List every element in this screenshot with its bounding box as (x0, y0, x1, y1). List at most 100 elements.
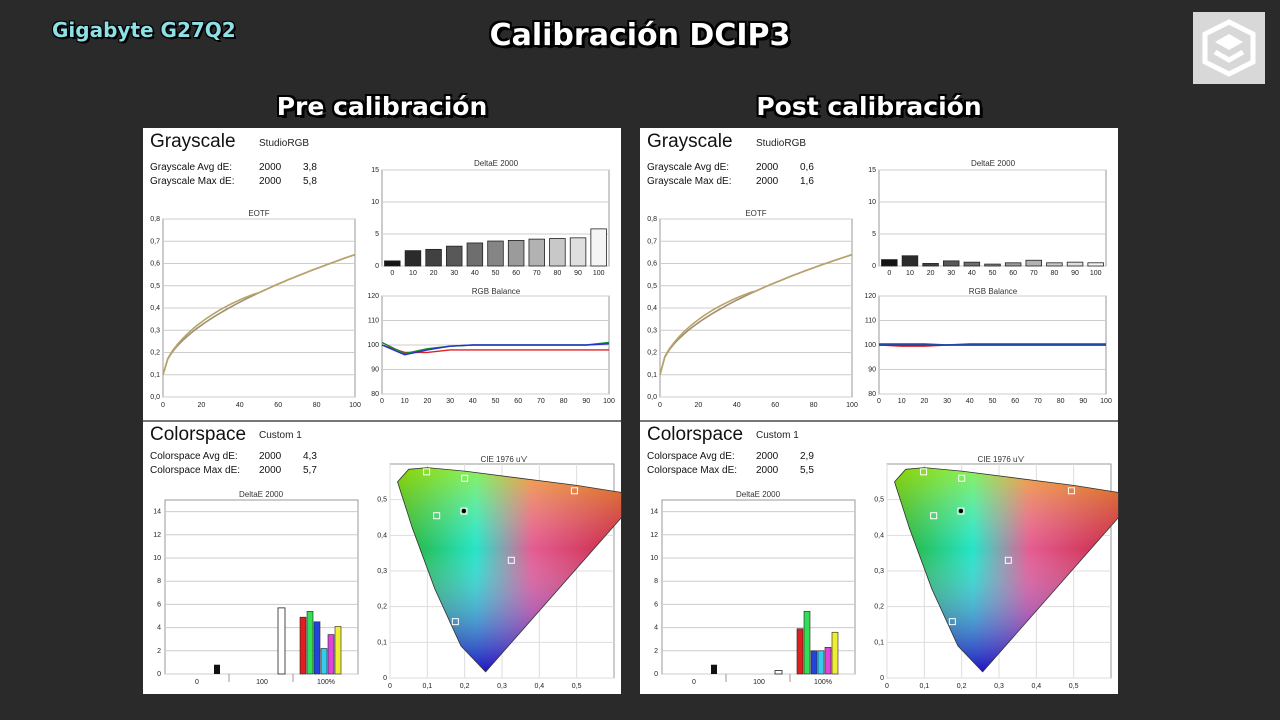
deltae-bar (1066, 261, 1084, 267)
cie-x-tick: 0,5 (1069, 683, 1079, 690)
deltae-bar (487, 240, 504, 267)
cs-x-tick: 100 (256, 679, 268, 686)
deltae-x-tick: 10 (409, 270, 417, 277)
eotf-y-tick: 0,3 (150, 327, 160, 334)
cie-y-tick: 0 (880, 675, 884, 682)
cs-y-tick: 4 (654, 625, 658, 632)
rgb-balance-chart: 80 90 100 110 120 0 10 20 30 40 50 60 70 80 90 100 (367, 293, 615, 405)
cs-black-bar (214, 664, 220, 674)
rgb-x-tick: 50 (492, 398, 500, 405)
rgb-x-tick: 60 (514, 398, 522, 405)
colorspace-avg-label: Colorspace Avg dE: (647, 451, 735, 462)
cs-white-bar (774, 670, 783, 675)
colorspace-subtitle: Custom 1 (756, 430, 799, 441)
deltae-bar (1087, 262, 1104, 267)
colorspace-max-label: Colorspace Max dE: (647, 465, 738, 476)
cs-y-tick: 6 (654, 601, 658, 608)
deltae-y-tick: 0 (872, 263, 876, 270)
cie-y-tick: 0,3 (377, 568, 387, 575)
eotf-y-tick: 0,5 (647, 283, 657, 290)
deltae-bar (881, 259, 898, 267)
grayscale-subtitle: StudioRGB (756, 138, 807, 149)
deltae-bar (1025, 259, 1042, 267)
rgb-x-tick: 10 (898, 398, 906, 405)
grayscale-max-std: 2000 (756, 176, 779, 187)
cs-black-bar (711, 664, 717, 674)
cs-color-bar (320, 648, 328, 675)
eotf-chart-title: EOTF (745, 209, 767, 218)
eotf-x-tick: 20 (198, 402, 206, 409)
rgb-x-tick: 40 (469, 398, 477, 405)
deltae-bar (404, 250, 422, 267)
cs-color-bar (810, 650, 818, 675)
cie-target-marker (1004, 556, 1012, 564)
rgb-y-tick: 100 (864, 342, 876, 349)
cie-y-tick: 0,3 (874, 568, 884, 575)
grayscale-deltae-chart: 0 5 10 15 0 10 20 30 40 50 60 70 80 90 100 (868, 167, 1107, 277)
eotf-y-tick: 0,2 (150, 350, 160, 357)
panel-heading: Post calibración (756, 92, 982, 121)
channel-logo-icon (1193, 12, 1265, 84)
grayscale-avg-label: Grayscale Avg dE: (150, 162, 233, 173)
cs-color-bar (313, 621, 321, 675)
cie-y-tick: 0,1 (874, 639, 884, 646)
cie-y-tick: 0,1 (377, 639, 387, 646)
deltae-bar (590, 228, 607, 267)
cs-color-bar (796, 628, 804, 675)
eotf-y-tick: 0,7 (647, 238, 657, 245)
rgb-x-tick: 60 (1011, 398, 1019, 405)
cie-target-marker (451, 618, 459, 626)
deltae-bar (963, 261, 981, 267)
cie-whitepoint (461, 508, 467, 514)
rgb-r-line (381, 344, 609, 354)
rgb-b-line (381, 343, 610, 356)
cie-target-marker (957, 507, 965, 515)
eotf-y-tick: 0,8 (150, 216, 160, 223)
deltae-x-tick: 100 (593, 270, 605, 277)
cie-x-tick: 0 (388, 683, 392, 690)
deltae-bar (446, 245, 463, 267)
cie-y-tick: 0,4 (377, 532, 387, 539)
deltae-bar (569, 237, 587, 267)
rgb-x-tick: 0 (380, 398, 384, 405)
cie-x-tick: 0,3 (497, 683, 507, 690)
deltae-y-tick: 5 (872, 231, 876, 238)
deltae-x-tick: 50 (492, 270, 500, 277)
cie-y-tick: 0 (383, 675, 387, 682)
cie-y-tick: 0,5 (377, 497, 387, 504)
deltae-bar (943, 260, 960, 267)
grayscale-avg-std: 2000 (756, 162, 779, 173)
deltae-y-tick: 15 (868, 167, 876, 174)
rgb-y-tick: 90 (371, 367, 379, 374)
grayscale-subtitle: StudioRGB (259, 138, 310, 149)
grayscale-delta-title: DeltaE 2000 (970, 159, 1016, 168)
eotf-chart: 0,0 0,1 0,2 0,3 0,4 0,5 0,6 0,7 0,8 0 20 40 60 80 100 (647, 216, 858, 409)
rgb-y-tick: 90 (868, 367, 876, 374)
rgb-x-tick: 80 (1057, 398, 1065, 405)
colorspace-delta-title: DeltaE 2000 (238, 490, 284, 499)
deltae-bar (549, 238, 566, 267)
brand-label: Gigabyte G27Q2 (52, 18, 236, 42)
rgb-y-tick: 110 (368, 318, 379, 325)
rgb-x-tick: 100 (1100, 398, 1112, 405)
cie-target-marker (507, 556, 515, 564)
cie-x-tick: 0,1 (919, 683, 929, 690)
colorspace-delta-title: DeltaE 2000 (735, 490, 781, 499)
cie-y-tick: 0,5 (874, 497, 884, 504)
rgb-y-tick: 80 (868, 391, 876, 398)
colorspace-title: Colorspace (150, 424, 247, 445)
panel-pre-calibration: Grayscale StudioRGB Grayscale Avg dE: 2000 3… (143, 128, 622, 694)
grayscale-max-label: Grayscale Max dE: (150, 176, 235, 187)
grayscale-avg-value: 3,8 (303, 162, 317, 173)
cs-x-tick: 100% (814, 679, 832, 686)
grayscale-max-label: Grayscale Max dE: (647, 176, 732, 187)
deltae-bar (1046, 262, 1063, 267)
eotf-x-tick: 20 (695, 402, 703, 409)
page-title: Calibración DCIP3 (489, 18, 791, 53)
deltae-x-tick: 80 (1051, 270, 1059, 277)
colorspace-deltae-chart: 0 2 4 6 8 10 12 14 0 100 100% (153, 499, 359, 686)
deltae-x-tick: 80 (554, 270, 562, 277)
deltae-x-tick: 50 (989, 270, 997, 277)
cie-target-marker (461, 474, 469, 482)
eotf-curve (162, 253, 356, 376)
